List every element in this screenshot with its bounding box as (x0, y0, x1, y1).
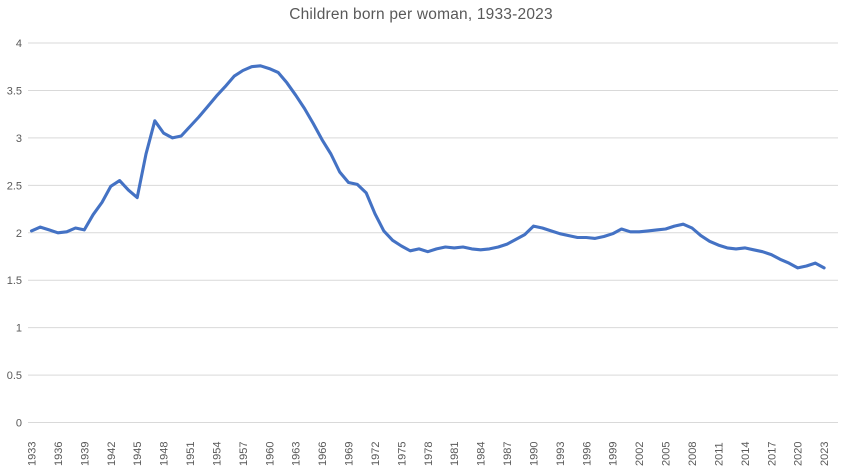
x-tick-label: 1954 (211, 442, 223, 466)
y-tick-label: 1 (16, 323, 22, 335)
x-tick-label: 1996 (581, 442, 593, 466)
x-tick-label: 1945 (132, 442, 144, 466)
x-tick-label: 1999 (608, 442, 620, 466)
x-tick-label: 1942 (106, 442, 118, 466)
x-tick-label: 2014 (740, 442, 752, 466)
y-tick-label: 0 (16, 418, 22, 430)
x-tick-label: 1984 (476, 442, 488, 466)
x-tick-label: 1972 (370, 442, 382, 466)
x-tick-label: 1963 (291, 442, 303, 466)
y-tick-label: 4 (16, 38, 22, 50)
x-tick-label: 1981 (449, 442, 461, 466)
x-tick-label: 1936 (53, 442, 65, 466)
x-tick-label: 1966 (317, 442, 329, 466)
x-tick-label: 2023 (819, 442, 831, 466)
x-tick-label: 1957 (238, 442, 250, 466)
y-tick-label: 2.5 (7, 180, 22, 192)
y-tick-label: 3.5 (7, 85, 22, 97)
x-tick-label: 1969 (344, 442, 356, 466)
x-tick-label: 2005 (661, 442, 673, 466)
data-series-line (29, 64, 826, 270)
x-tick-label: 2017 (766, 442, 778, 466)
x-tick-label: 1939 (79, 442, 91, 466)
x-tick-label: 1993 (555, 442, 567, 466)
y-tick-label: 1.5 (7, 275, 22, 287)
x-tick-label: 1990 (528, 442, 540, 466)
y-tick-label: 0.5 (7, 370, 22, 382)
x-tick-label: 2011 (713, 442, 725, 466)
x-tick-label: 1951 (185, 442, 197, 466)
x-tick-label: 1987 (502, 442, 514, 466)
x-tick-label: 2020 (793, 442, 805, 466)
x-tick-label: 1948 (159, 442, 171, 466)
x-tick-label: 1978 (423, 442, 435, 466)
x-tick-label: 1960 (264, 442, 276, 466)
x-tick-label: 2002 (634, 442, 646, 466)
y-tick-label: 3 (16, 133, 22, 145)
x-tick-label: 1975 (396, 442, 408, 466)
x-tick-label: 1933 (27, 442, 39, 466)
y-tick-label: 2 (16, 228, 22, 240)
chart-title: Children born per woman, 1933-2023 (289, 6, 553, 23)
x-tick-label: 2008 (687, 442, 699, 466)
